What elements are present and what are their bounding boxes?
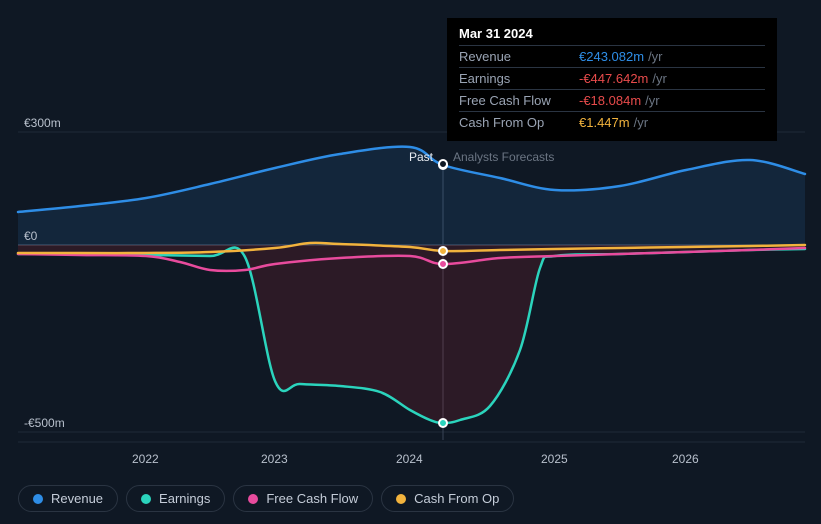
tooltip-row-value: -€447.642m — [579, 71, 648, 86]
tooltip-title: Mar 31 2024 — [459, 26, 765, 45]
tooltip-row-label: Revenue — [459, 49, 579, 64]
tooltip-row-value: -€18.084m — [579, 93, 641, 108]
legend-dot — [248, 494, 258, 504]
legend-item-earnings[interactable]: Earnings — [126, 485, 225, 512]
forecast-label: Analysts Forecasts — [453, 150, 554, 164]
chart-legend: Revenue Earnings Free Cash Flow Cash From O… — [18, 485, 514, 512]
legend-label: Revenue — [51, 491, 103, 506]
tooltip-row: Earnings-€447.642m/yr — [459, 67, 765, 89]
tooltip-row: Cash From Op€1.447m/yr — [459, 111, 765, 133]
legend-dot — [33, 494, 43, 504]
x-axis-tick: 2022 — [132, 452, 159, 466]
x-axis-tick: 2025 — [541, 452, 568, 466]
legend-label: Free Cash Flow — [266, 491, 358, 506]
legend-dot — [396, 494, 406, 504]
tooltip-row: Free Cash Flow-€18.084m/yr — [459, 89, 765, 111]
y-axis-tick: -€500m — [24, 416, 65, 430]
financials-chart: Mar 31 2024 Revenue€243.082m/yrEarnings-… — [0, 0, 821, 524]
legend-label: Cash From Op — [414, 491, 499, 506]
legend-dot — [141, 494, 151, 504]
tooltip-row-label: Cash From Op — [459, 115, 579, 130]
x-axis-tick: 2026 — [672, 452, 699, 466]
chart-tooltip: Mar 31 2024 Revenue€243.082m/yrEarnings-… — [447, 18, 777, 141]
tooltip-row-unit: /yr — [648, 49, 662, 64]
legend-item-revenue[interactable]: Revenue — [18, 485, 118, 512]
y-axis-tick: €300m — [24, 116, 61, 130]
past-label: Past — [409, 150, 433, 164]
tooltip-row-unit: /yr — [652, 71, 666, 86]
legend-label: Earnings — [159, 491, 210, 506]
tooltip-row-value: €243.082m — [579, 49, 644, 64]
tooltip-row-unit: /yr — [645, 93, 659, 108]
tooltip-row-label: Free Cash Flow — [459, 93, 579, 108]
legend-item-cash_from_ops[interactable]: Cash From Op — [381, 485, 514, 512]
y-axis-tick: €0 — [24, 229, 37, 243]
x-axis-tick: 2023 — [261, 452, 288, 466]
tooltip-row-label: Earnings — [459, 71, 579, 86]
x-axis-tick: 2024 — [396, 452, 423, 466]
legend-item-free_cash_flow[interactable]: Free Cash Flow — [233, 485, 373, 512]
tooltip-row-value: €1.447m — [579, 115, 630, 130]
tooltip-row: Revenue€243.082m/yr — [459, 45, 765, 67]
tooltip-row-unit: /yr — [634, 115, 648, 130]
